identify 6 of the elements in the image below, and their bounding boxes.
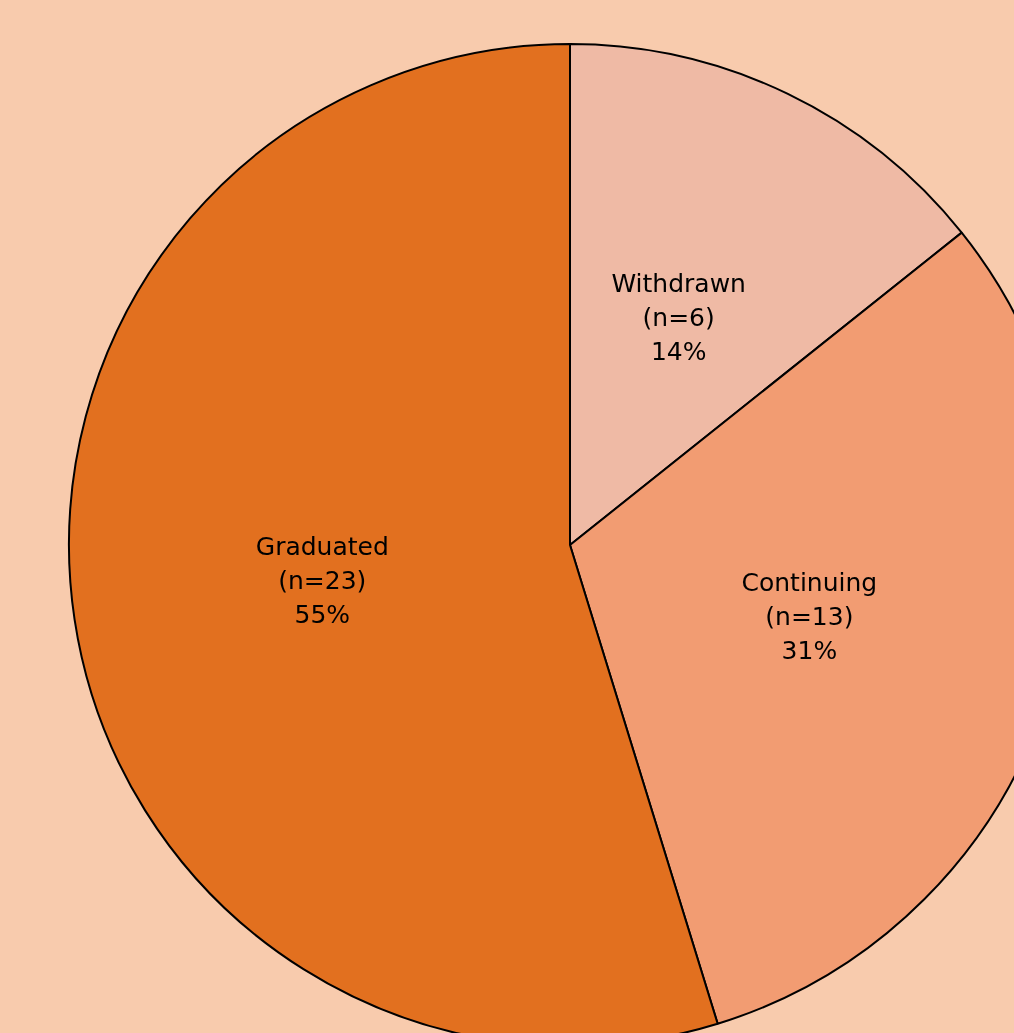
slice-label: Continuing xyxy=(741,568,878,598)
data-label: (n=13) 31% xyxy=(765,602,854,666)
slice-label: Graduated xyxy=(255,531,389,561)
data-label: (n=6) 14% xyxy=(642,302,715,366)
data-label: (n=23) 55% xyxy=(278,565,367,629)
slice-label: Withdrawn xyxy=(611,268,746,298)
